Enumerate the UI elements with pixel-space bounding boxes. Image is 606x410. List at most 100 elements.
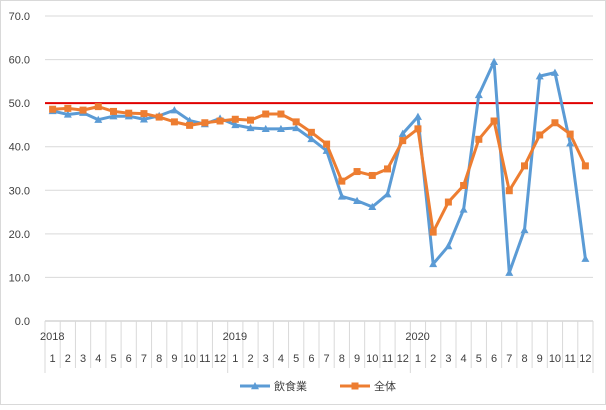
y-axis-tick-labels: 0.0 10.0 20.0 30.0 40.0 50.0 60.0 70.0 <box>9 11 30 328</box>
x-tick-label: 8 <box>521 353 527 365</box>
x-tick-label: 8 <box>339 353 345 365</box>
x-tick-label: 10 <box>366 353 378 365</box>
data-point <box>79 106 87 114</box>
data-point <box>261 124 270 133</box>
x-tick-label: 3 <box>80 353 86 365</box>
data-point <box>262 110 270 118</box>
data-point <box>246 123 255 132</box>
x-tick-label: 3 <box>263 353 269 365</box>
y-tick-label: 70.0 <box>9 11 30 23</box>
x-tick-label: 9 <box>171 353 177 365</box>
year-label: 2018 <box>40 331 64 343</box>
legend-item: 飲食業 <box>240 379 307 393</box>
data-point <box>384 165 391 173</box>
x-tick-label: 6 <box>126 353 132 365</box>
data-point <box>368 202 377 211</box>
year-label: 2019 <box>223 331 247 343</box>
x-tick-label: 2 <box>430 353 436 365</box>
data-point <box>429 228 437 236</box>
x-tick-label: 9 <box>354 353 360 365</box>
data-point <box>444 198 452 206</box>
data-point <box>109 112 118 120</box>
x-tick-label: 11 <box>564 353 575 365</box>
data-point <box>490 117 498 125</box>
x-tick-label: 12 <box>214 353 226 365</box>
data-point <box>399 137 407 145</box>
y-tick-label: 50.0 <box>9 98 30 110</box>
data-point <box>201 119 209 127</box>
data-point <box>474 90 483 99</box>
data-point <box>139 115 148 123</box>
series-2 <box>49 103 589 236</box>
data-point <box>505 268 514 276</box>
data-point <box>63 110 72 118</box>
data-point <box>231 120 240 129</box>
x-tick-label: 7 <box>141 353 147 365</box>
x-tick-label: 5 <box>476 353 482 365</box>
data-point <box>550 68 559 76</box>
y-tick-label: 10.0 <box>9 272 30 284</box>
data-point <box>460 181 468 189</box>
data-point <box>231 115 239 123</box>
x-tick-label: 3 <box>445 353 451 365</box>
data-point <box>307 134 316 143</box>
data-point <box>566 139 575 147</box>
x-tick-label: 11 <box>199 353 210 365</box>
data-point <box>521 162 528 170</box>
data-point <box>520 225 529 234</box>
data-point <box>398 129 407 137</box>
data-point <box>475 135 483 143</box>
data-point <box>49 105 57 113</box>
x-tick-label: 12 <box>397 353 409 365</box>
data-point <box>216 117 224 125</box>
data-point <box>337 192 346 200</box>
data-point <box>338 177 346 185</box>
y-tick-label: 20.0 <box>9 229 30 241</box>
x-tick-label: 1 <box>50 353 56 365</box>
legend-label: 全体 <box>374 379 396 393</box>
data-point <box>94 103 102 111</box>
x-tick-label: 4 <box>95 353 101 365</box>
x-axis <box>44 320 594 373</box>
data-point <box>186 121 194 129</box>
data-point <box>383 190 392 198</box>
data-point <box>323 140 331 148</box>
legend: 飲食業 全体 <box>240 379 396 393</box>
data-point <box>459 205 468 213</box>
x-tick-label: 2 <box>247 353 253 365</box>
data-point <box>140 110 148 118</box>
legend-swatch-marker <box>351 382 359 390</box>
x-axis-tick-labels: 1 2 3 4 5 6 7 8 9 10 11 12 1 2 3 4 5 6 7 8 9 10 11 12 1 2 3 4 5 6 7 8 9 1… <box>50 353 592 365</box>
data-point <box>353 168 361 176</box>
x-tick-label: 6 <box>491 353 497 365</box>
x-tick-label: 4 <box>461 353 467 365</box>
data-point <box>429 259 438 268</box>
x-tick-label: 1 <box>232 353 238 365</box>
data-point <box>551 119 559 127</box>
data-point <box>64 104 72 112</box>
y-tick-label: 60.0 <box>9 55 30 67</box>
x-tick-label: 1 <box>415 353 421 365</box>
legend-swatch-marker <box>251 382 259 390</box>
data-point <box>566 130 574 138</box>
x-tick-label: 12 <box>579 353 591 365</box>
x-tick-label: 4 <box>278 353 284 365</box>
y-tick-label: 0.0 <box>15 316 30 328</box>
data-point <box>536 131 544 139</box>
data-point <box>170 106 179 114</box>
data-point <box>535 72 544 80</box>
data-point <box>505 187 513 195</box>
data-point <box>292 123 301 132</box>
x-tick-label: 10 <box>183 353 195 365</box>
data-point <box>581 254 590 262</box>
y-tick-label: 40.0 <box>9 142 30 154</box>
data-point <box>413 112 422 120</box>
data-point <box>247 116 254 124</box>
x-tick-label: 5 <box>110 353 116 365</box>
legend-item: 全体 <box>340 379 396 393</box>
year-labels: 2018 2019 2020 <box>40 331 430 343</box>
data-point <box>353 196 362 204</box>
